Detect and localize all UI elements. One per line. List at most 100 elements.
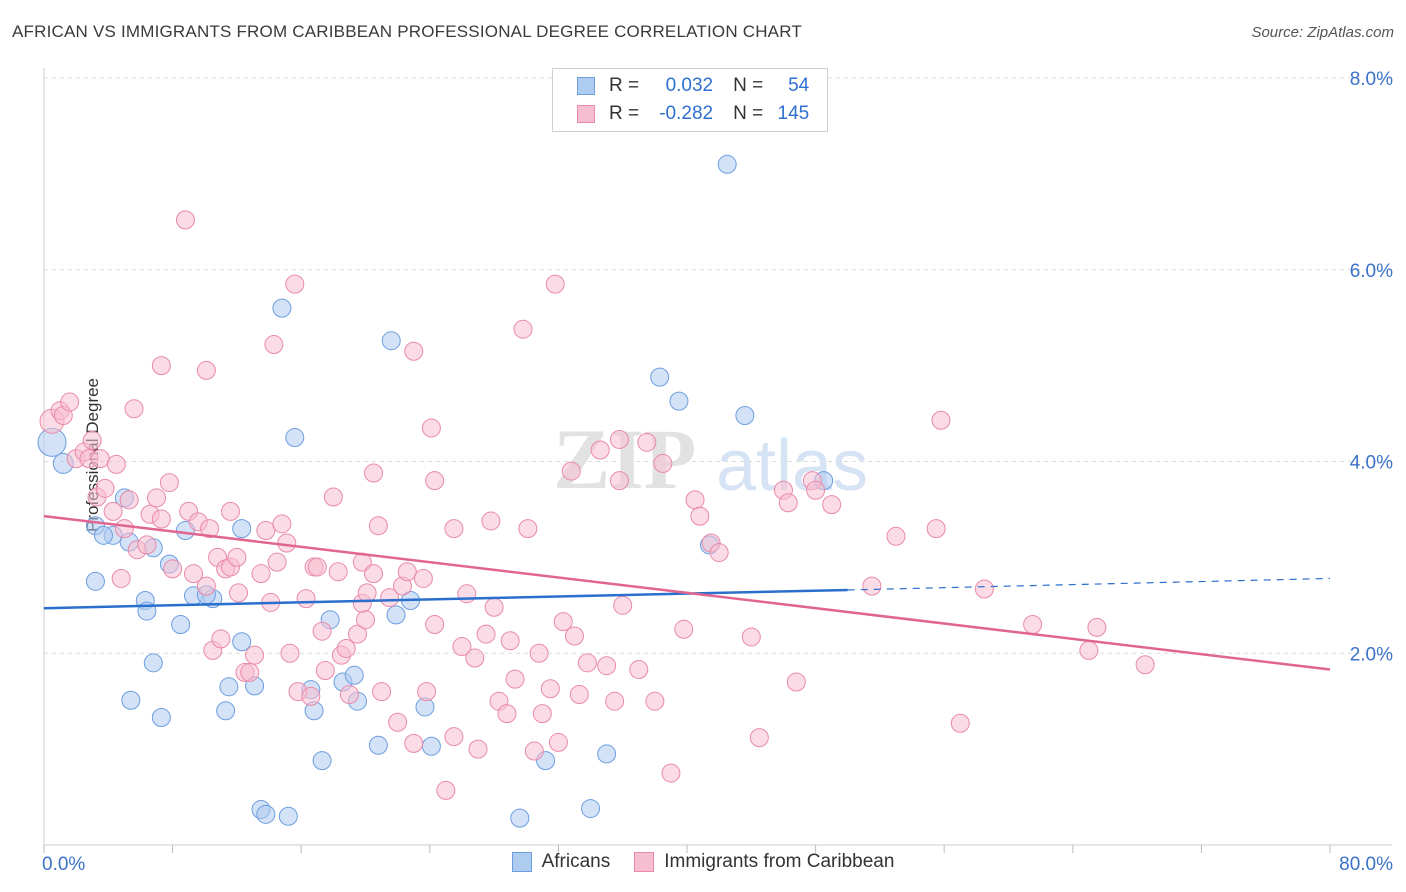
point-caribbean [388, 712, 408, 732]
legend-label-caribbean: Immigrants from Caribbean [664, 851, 895, 872]
point-africans [368, 735, 388, 755]
y-tick-label: 2.0% [1350, 644, 1393, 665]
legend-item-caribbean[interactable]: Immigrants from Caribbean [634, 851, 894, 873]
point-caribbean [561, 461, 581, 481]
point-caribbean [548, 732, 568, 752]
point-caribbean [114, 519, 134, 539]
point-caribbean [465, 648, 485, 668]
point-caribbean [413, 568, 433, 588]
n-value: 145 [777, 103, 810, 124]
point-caribbean [163, 559, 183, 579]
point-caribbean [605, 691, 625, 711]
point-caribbean [609, 471, 629, 491]
point-caribbean [524, 741, 544, 761]
point-caribbean [175, 210, 195, 230]
point-caribbean [227, 547, 247, 567]
point-caribbean [518, 519, 538, 539]
point-caribbean [60, 392, 80, 412]
axes [43, 68, 1392, 853]
point-caribbean [741, 627, 761, 647]
point-caribbean [347, 624, 367, 644]
point-caribbean [240, 662, 260, 682]
point-caribbean [82, 430, 102, 450]
stats-legend: R = 0.032 N = 54 R = -0.282 N = 145 [552, 68, 828, 132]
grid-lines [44, 77, 1392, 654]
x-tick-label: 0.0% [42, 854, 85, 875]
point-caribbean [312, 621, 332, 641]
point-caribbean [229, 583, 249, 603]
point-caribbean [339, 684, 359, 704]
point-caribbean [637, 432, 657, 452]
point-caribbean [372, 682, 392, 702]
point-caribbean [267, 552, 287, 572]
point-caribbean [272, 514, 292, 534]
point-caribbean [364, 564, 384, 584]
point-caribbean [151, 356, 171, 376]
point-africans [151, 707, 171, 727]
point-caribbean [277, 533, 297, 553]
point-caribbean [111, 568, 131, 588]
point-caribbean [786, 672, 806, 692]
point-caribbean [513, 319, 533, 339]
point-caribbean [653, 453, 673, 473]
y-tick-label: 4.0% [1350, 453, 1393, 474]
point-caribbean [481, 511, 501, 531]
r-label: R = [609, 75, 640, 96]
point-caribbean [532, 704, 552, 724]
series-legend: Africans Immigrants from Caribbean [0, 851, 1406, 873]
legend-label-africans: Africans [541, 851, 611, 872]
point-caribbean [264, 335, 284, 355]
point-caribbean [500, 631, 520, 651]
point-africans [285, 428, 305, 448]
source-label: Source: ZipAtlas.com [1251, 24, 1394, 41]
point-caribbean [661, 763, 681, 783]
point-caribbean [256, 521, 276, 541]
point-africans [650, 367, 670, 387]
point-africans [735, 405, 755, 425]
point-caribbean [380, 588, 400, 608]
point-caribbean [90, 449, 110, 469]
r-label: R = [609, 103, 640, 124]
point-caribbean [211, 629, 231, 649]
point-africans [386, 605, 406, 625]
point-africans [510, 808, 530, 828]
point-caribbean [301, 686, 321, 706]
point-caribbean [590, 440, 610, 460]
series-africans-points [37, 154, 834, 828]
point-caribbean [315, 661, 335, 681]
point-caribbean [1023, 614, 1043, 634]
point-caribbean [613, 595, 633, 615]
point-caribbean [220, 501, 240, 521]
point-caribbean [307, 557, 327, 577]
point-caribbean [425, 471, 445, 491]
point-africans [278, 806, 298, 826]
point-caribbean [364, 463, 384, 483]
point-caribbean [368, 516, 388, 536]
trend-line-africans-extension [847, 577, 1331, 591]
point-caribbean [609, 429, 629, 449]
stats-legend-row-caribbean: R = -0.282 N = 145 [577, 101, 809, 127]
point-africans [717, 154, 737, 174]
point-caribbean [645, 691, 665, 711]
y-tick-label: 8.0% [1350, 69, 1393, 90]
point-caribbean [151, 509, 171, 529]
point-africans [421, 736, 441, 756]
point-africans [219, 677, 239, 697]
point-caribbean [629, 660, 649, 680]
point-caribbean [421, 418, 441, 438]
legend-item-africans[interactable]: Africans [511, 851, 611, 873]
point-caribbean [569, 684, 589, 704]
trend-line-caribbean [43, 514, 1331, 671]
point-caribbean [323, 487, 343, 507]
point-caribbean [931, 410, 951, 430]
point-caribbean [285, 274, 305, 294]
point-caribbean [497, 704, 517, 724]
point-caribbean [540, 679, 560, 699]
point-caribbean [159, 473, 179, 493]
point-caribbean [822, 495, 842, 515]
point-caribbean [245, 645, 265, 665]
point-caribbean [356, 610, 375, 630]
point-caribbean [357, 583, 377, 603]
n-label: N = [733, 75, 764, 96]
